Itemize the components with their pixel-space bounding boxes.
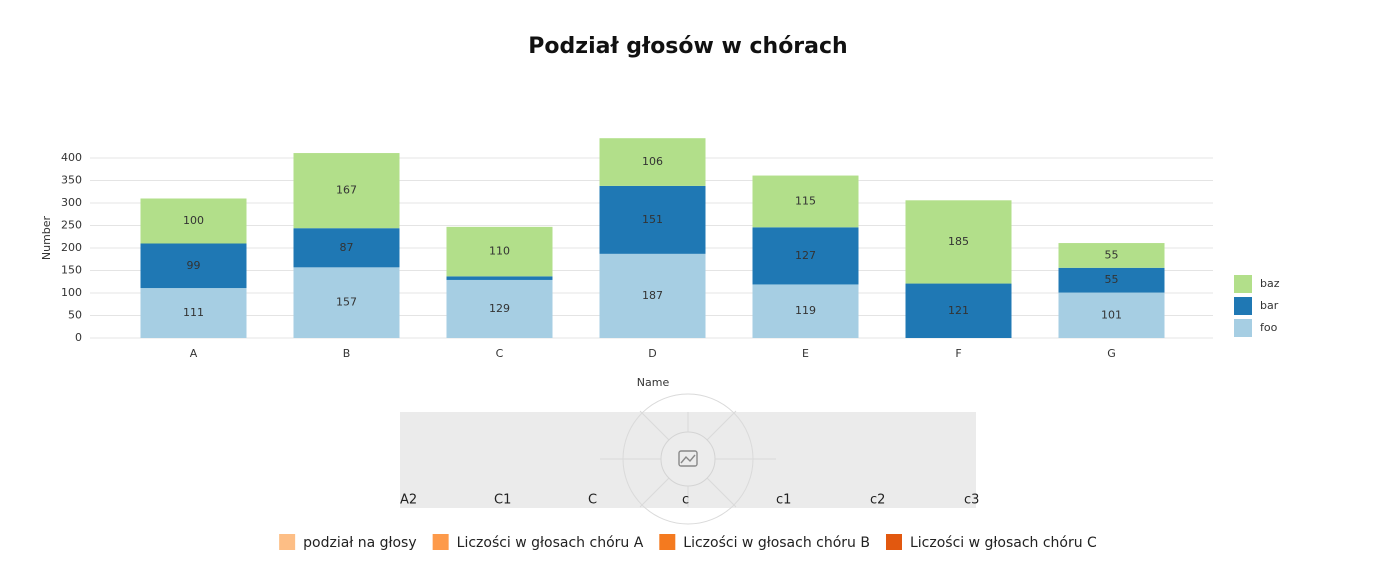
bar-segment <box>752 227 859 285</box>
legend-swatch <box>432 534 449 550</box>
y-tick-label: 350 <box>61 174 82 187</box>
bar-segment <box>140 288 247 338</box>
data-label: 127 <box>795 249 816 262</box>
bar-segment <box>293 153 400 229</box>
legend-swatch <box>1234 297 1252 315</box>
placeholder-icon <box>678 450 698 467</box>
data-label: 157 <box>336 296 357 309</box>
data-label: 185 <box>948 235 969 248</box>
bar-segment <box>905 283 1012 338</box>
bar-segment <box>446 226 553 277</box>
legend-label: Liczości w głosach chóru C <box>910 535 1097 551</box>
x-tick-label: E <box>802 347 809 360</box>
placeholder-icon <box>680 454 696 464</box>
placeholder <box>400 393 976 525</box>
category-label: c2 <box>870 493 885 508</box>
data-label: 111 <box>183 306 204 319</box>
category-label: C1 <box>494 493 511 508</box>
bar-segment <box>293 228 400 268</box>
legend-label: foo <box>1260 321 1278 334</box>
bar-segment <box>599 185 706 254</box>
data-label: 167 <box>336 184 357 197</box>
category-label: c1 <box>776 493 791 508</box>
data-label: 129 <box>489 302 510 315</box>
data-label: 121 <box>948 304 969 317</box>
x-tick-label: B <box>343 347 351 360</box>
data-label: 87 <box>340 241 354 254</box>
bar-segment <box>752 175 859 228</box>
data-label: 101 <box>1101 308 1122 321</box>
legend-label: Liczości w głosach chóru B <box>683 535 870 551</box>
y-tick-label: 50 <box>68 309 82 322</box>
legend-label: baz <box>1260 277 1280 290</box>
data-label: 106 <box>642 155 663 168</box>
bar-segment <box>752 284 859 338</box>
x-tick-label: D <box>648 347 656 360</box>
y-tick-label: 400 <box>61 151 82 164</box>
data-label: 100 <box>183 214 204 227</box>
x-tick-label: C <box>496 347 504 360</box>
data-label: 119 <box>795 304 816 317</box>
bar-segment <box>1058 267 1165 293</box>
y-axis-label: Number <box>40 215 53 260</box>
data-label: 110 <box>489 245 510 258</box>
legend-swatch <box>1234 275 1252 293</box>
x-axis-label: Name <box>637 376 670 389</box>
data-label: 99 <box>187 259 201 272</box>
category-label: C <box>588 493 597 508</box>
y-tick-label: 150 <box>61 264 82 277</box>
bar-segment <box>599 138 706 186</box>
category-label: c <box>682 493 689 508</box>
data-label: 187 <box>642 289 663 302</box>
bar-segment <box>140 198 247 244</box>
bar-segment <box>446 276 553 280</box>
data-label: 115 <box>795 194 816 207</box>
bar-segment <box>293 267 400 338</box>
category-label: c3 <box>964 493 979 508</box>
y-tick-label: 250 <box>61 219 82 232</box>
y-tick-label: 300 <box>61 196 82 209</box>
bar-segment <box>140 243 247 289</box>
y-tick-label: 200 <box>61 241 82 254</box>
bar-segment <box>446 279 553 338</box>
category-label: A2 <box>400 493 417 508</box>
data-label: 55 <box>1105 248 1119 261</box>
legend-label: bar <box>1260 299 1279 312</box>
data-label: 151 <box>642 213 663 226</box>
bar-segment <box>599 253 706 338</box>
y-tick-label: 100 <box>61 286 82 299</box>
legend-swatch <box>659 534 676 550</box>
legend-label: podział na głosy <box>303 535 417 551</box>
data-label: 55 <box>1105 273 1119 286</box>
legend-swatch <box>1234 319 1252 337</box>
bar-segment <box>1058 292 1165 338</box>
x-tick-label: A <box>190 347 198 360</box>
y-tick-label: 0 <box>75 331 82 344</box>
bar-segment <box>1058 243 1165 268</box>
chart-title: Podział głosów w chórach <box>528 34 847 59</box>
x-tick-label: G <box>1107 347 1116 360</box>
bar-segment <box>905 200 1012 284</box>
legend-swatch <box>279 534 296 550</box>
legend-swatch <box>885 534 902 550</box>
x-tick-label: F <box>955 347 961 360</box>
legend-label: Liczości w głosach chóru A <box>457 535 644 551</box>
